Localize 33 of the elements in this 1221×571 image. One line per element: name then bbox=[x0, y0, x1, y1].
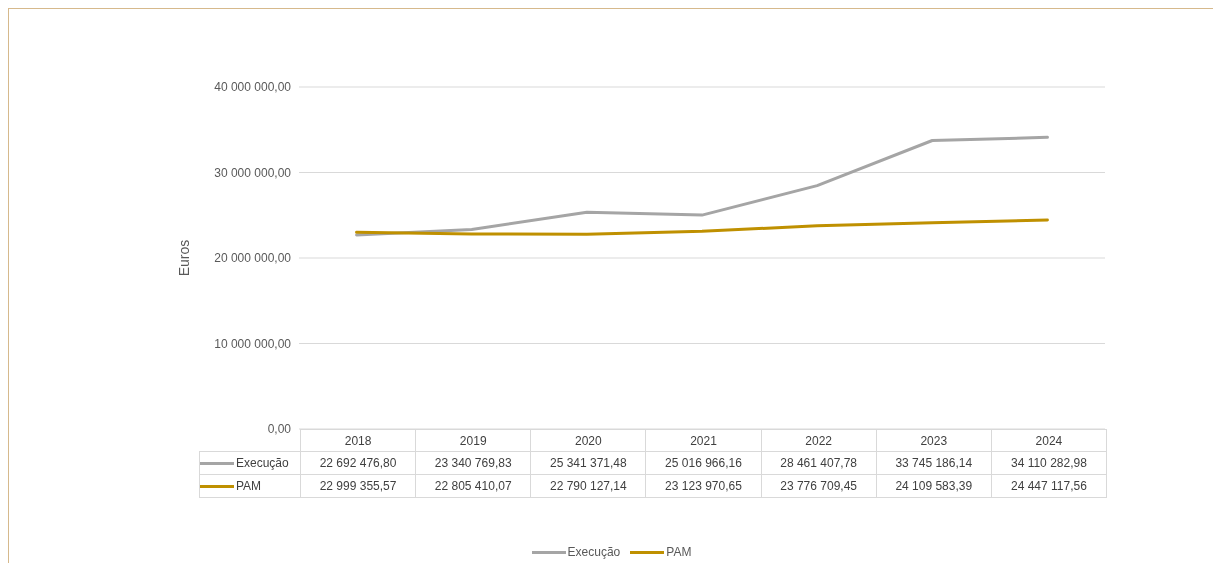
text: PAM bbox=[666, 545, 692, 559]
data-label: 23 340 769,83 bbox=[415, 451, 531, 475]
legend-label: Execução bbox=[199, 451, 301, 475]
y-axis-title: Euros bbox=[175, 239, 192, 277]
data-label: 22 805 410,07 bbox=[415, 474, 531, 498]
x-tick-label: 2023 bbox=[876, 429, 992, 452]
x-tick-label: 2019 bbox=[415, 429, 531, 452]
data-label: 23 123 970,65 bbox=[645, 474, 762, 498]
data-label: 22 790 127,14 bbox=[530, 474, 646, 498]
y-tick-label: 0,00 bbox=[267, 422, 292, 437]
text: Execução bbox=[567, 545, 621, 559]
y-tick-label: 30 000 000,00 bbox=[214, 165, 292, 180]
y-tick-label: 10 000 000,00 bbox=[214, 336, 292, 351]
line-series bbox=[355, 218, 1049, 236]
y-tick-label: 40 000 000,00 bbox=[214, 80, 292, 95]
y-tick-label: 20 000 000,00 bbox=[214, 251, 292, 266]
data-label: 28 461 407,78 bbox=[761, 451, 877, 475]
x-tick-label: 2018 bbox=[300, 429, 416, 452]
data-label: 33 745 186,14 bbox=[876, 451, 992, 475]
data-label: 25 016 966,16 bbox=[645, 451, 762, 475]
data-label: 25 341 371,48 bbox=[530, 451, 646, 475]
data-label: 24 447 117,56 bbox=[991, 474, 1107, 498]
legend-label: PAM bbox=[199, 474, 301, 498]
x-tick-label: 2020 bbox=[530, 429, 646, 452]
x-tick-label: 2021 bbox=[645, 429, 762, 452]
x-tick-label: 2022 bbox=[761, 429, 877, 452]
data-label: 34 110 282,98 bbox=[991, 451, 1107, 475]
data-label: 23 776 709,45 bbox=[761, 474, 877, 498]
x-tick-label: 2024 bbox=[991, 429, 1107, 452]
data-label: 22 692 476,80 bbox=[300, 451, 416, 475]
data-label: 22 999 355,57 bbox=[300, 474, 416, 498]
line-series bbox=[355, 135, 1049, 237]
data-label: 24 109 583,39 bbox=[876, 474, 992, 498]
